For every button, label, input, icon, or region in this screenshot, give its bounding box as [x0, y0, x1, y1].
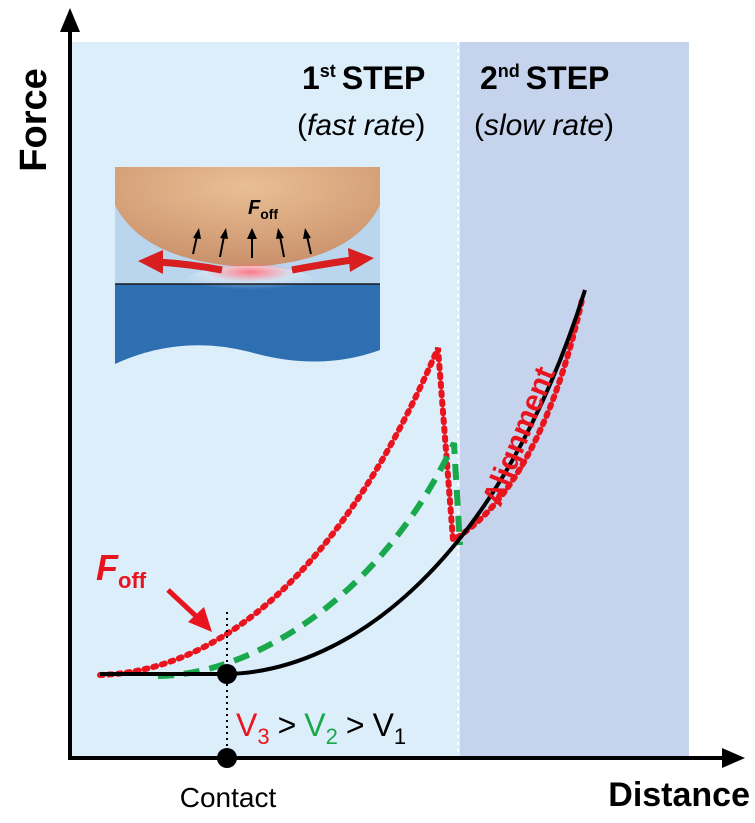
contact-point-marker — [217, 664, 237, 684]
curve-v3 — [97, 297, 585, 678]
inset-force-arrows — [192, 228, 312, 258]
x-axis-label: Distance — [608, 776, 750, 814]
foff-pointer-arrowhead — [188, 607, 212, 632]
curve-v2 — [157, 441, 463, 679]
first-step-rate: (fast rate) — [297, 109, 425, 142]
inset-left-arrowhead — [138, 250, 163, 274]
foff-label: Foff — [96, 547, 147, 593]
inset-right-arrowhead — [348, 248, 374, 272]
inset-substrate — [115, 284, 380, 364]
slow-rate-region — [460, 42, 689, 758]
second-step-rate: (slow rate) — [474, 109, 614, 142]
second-step-title: 2nd STEP — [480, 60, 609, 96]
inset-contact-glow — [205, 262, 295, 282]
y-axis-label: Force — [13, 68, 55, 171]
foff-pointer-arrow — [166, 588, 200, 620]
first-step-title: 1st STEP — [302, 60, 425, 96]
contact-label: Contact — [180, 782, 277, 813]
velocity-relation: V3 > V2 > V1 — [236, 707, 406, 749]
x-axis-arrowhead — [722, 748, 745, 768]
y-axis-arrowhead — [60, 8, 80, 32]
inset-tip — [115, 167, 380, 267]
curve-v1 — [100, 289, 587, 676]
inset-foff-label: Foff — [248, 197, 278, 222]
fast-rate-region — [70, 42, 460, 758]
contact-inset: Foff — [115, 167, 380, 364]
contact-axis-marker — [217, 748, 237, 768]
inset-right-spread-arrow — [291, 256, 353, 274]
inset-left-spread-arrow — [157, 258, 223, 274]
